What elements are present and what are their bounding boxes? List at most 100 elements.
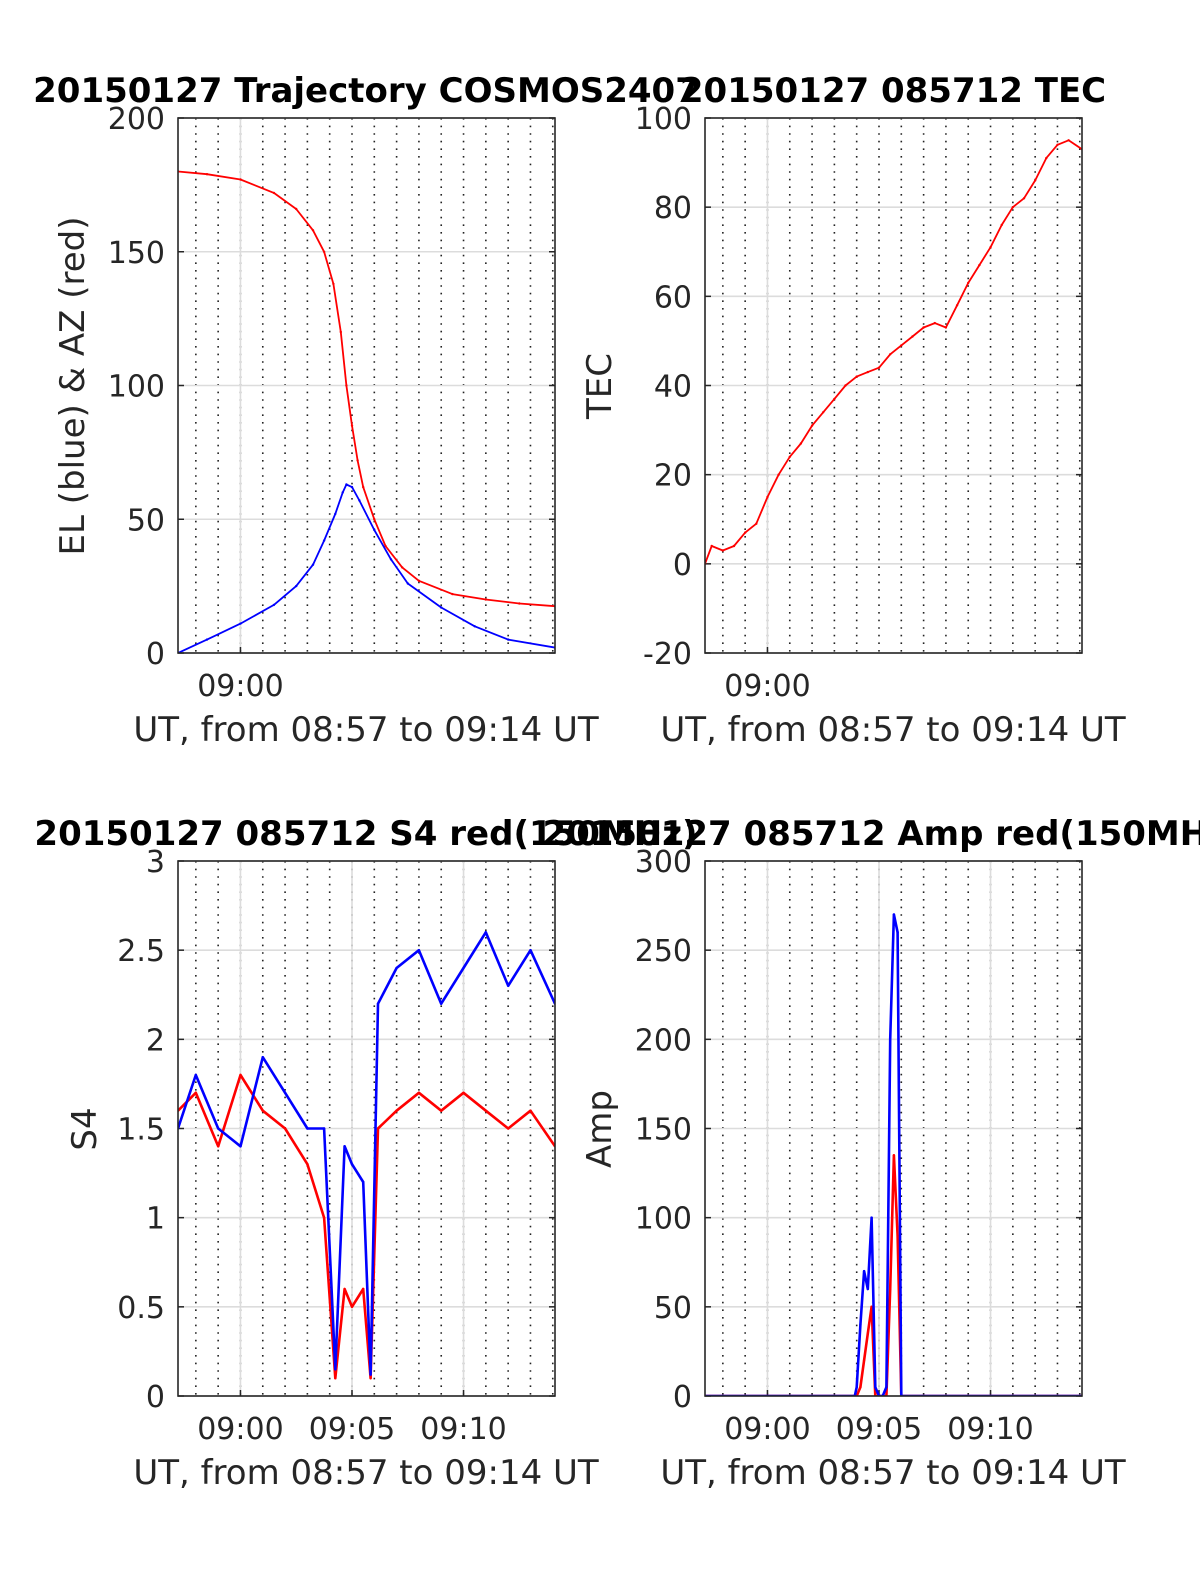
trajectory-series-0-point — [356, 459, 359, 462]
tec-series-0-point — [877, 366, 881, 369]
trajectory-ylabel: EL (blue) & AZ (red) — [53, 216, 93, 555]
amp-series-1-point — [896, 931, 899, 934]
s4-series-1-point — [440, 1002, 443, 1005]
trajectory-series-0-point — [272, 191, 276, 195]
s4-series-1-point — [376, 1002, 380, 1005]
amp-axes-box — [704, 860, 1083, 1397]
amp-title: 20150127 085712 Amp red(150MHz) — [542, 814, 1200, 854]
trajectory-series-0-point — [239, 178, 242, 181]
tec-ytick-label: 80 — [654, 191, 692, 226]
tec-xtick-label: 09:00 — [724, 669, 810, 704]
tec-series-0-point — [844, 384, 847, 387]
s4-series-0-point — [217, 1145, 220, 1148]
tec-series-0-point — [1056, 143, 1059, 146]
s4-series-1-point — [261, 1056, 264, 1059]
tec-series-0-point — [944, 326, 948, 329]
trajectory-series-1-point — [205, 638, 209, 641]
tec-series-0-point — [1045, 156, 1048, 160]
tec-series-0-point — [933, 321, 936, 325]
s4-series-0-point — [261, 1109, 264, 1112]
trajectory-title: 20150127 Trajectory COSMOS2407 — [33, 71, 699, 111]
s4-series-1-point — [395, 966, 398, 970]
s4-series-1-point — [362, 1180, 365, 1184]
trajectory-series-1-point — [322, 539, 326, 542]
s4-xtick-label: 09:00 — [197, 1412, 283, 1447]
tec-series-0-point — [755, 522, 758, 525]
s4-series-0-point — [507, 1127, 510, 1130]
trajectory-series-1-point — [239, 622, 242, 625]
tec-series-0-point — [710, 544, 713, 548]
s4-series-1-point — [462, 966, 465, 970]
trajectory-series-1-point — [507, 638, 510, 641]
s4-series-0-point — [343, 1287, 346, 1291]
s4-panel: 20150127 085712 S4 red(150MHz) UT, from … — [34, 814, 697, 1493]
trajectory-ytick-label: 0 — [146, 637, 165, 672]
tec-series-0-point — [922, 326, 925, 329]
s4-series-0-point — [462, 1091, 465, 1095]
amp-series-0-point — [870, 1305, 873, 1309]
trajectory-series-0-point — [384, 544, 387, 548]
s4-series-0-point — [484, 1109, 487, 1112]
amp-series-0-point — [866, 1332, 869, 1335]
amp-xtick-label: 09:05 — [836, 1412, 922, 1447]
trajectory-series-1 — [178, 483, 555, 653]
trajectory-series-1-point — [406, 582, 409, 585]
amp-series-0 — [705, 1154, 1082, 1396]
trajectory-series-0-point — [451, 592, 454, 596]
s4-title: 20150127 085712 S4 red(150MHz) — [34, 814, 697, 854]
amp-ytick-label: 150 — [635, 1113, 692, 1148]
tec-ytick-label: -20 — [643, 637, 692, 672]
s4-series-1-point — [239, 1145, 242, 1148]
s4-series-1-point — [417, 949, 421, 952]
amp-series-1-point — [889, 1038, 892, 1041]
s4-series-0-point — [369, 1377, 372, 1380]
trajectory-series-0-point — [311, 229, 315, 232]
amp-series-1-point — [859, 1323, 862, 1326]
tec-series-0-point — [744, 531, 747, 534]
tec-series-0-point — [855, 375, 858, 378]
tec-series-0-point — [810, 424, 814, 427]
trajectory-ytick-label: 200 — [108, 102, 165, 137]
s4-series-0-point — [417, 1091, 421, 1095]
amp-ytick-label: 0 — [673, 1380, 692, 1415]
tec-series-0-point — [967, 281, 970, 285]
amp-series-0-point — [889, 1287, 892, 1291]
trajectory-series-0-point — [345, 384, 348, 387]
trajectory-panel: 20150127 Trajectory COSMOS2407 UT, from … — [33, 71, 699, 750]
s4-ylabel: S4 — [65, 1107, 105, 1150]
tec-series-0-point — [721, 549, 724, 552]
s4-xlabel: UT, from 08:57 to 09:14 UT — [133, 1453, 599, 1493]
tec-series-0-point — [1011, 206, 1014, 209]
tec-series-0-point — [799, 442, 803, 445]
s4-series-0-point — [362, 1287, 365, 1291]
s4-series-1-point — [194, 1073, 197, 1077]
tec-series-0-point — [978, 263, 981, 267]
amp-series-1-point — [885, 1385, 888, 1389]
s4-ytick-label: 0.5 — [117, 1291, 165, 1326]
s4-series-0-point — [376, 1127, 380, 1130]
tec-ytick-label: 20 — [654, 459, 692, 494]
amp-ytick-label: 250 — [635, 934, 692, 969]
tec-ytick-label: 100 — [635, 102, 692, 137]
s4-series-0-point — [283, 1127, 287, 1130]
trajectory-series-0-point — [362, 485, 365, 489]
tec-series-0-point — [766, 495, 769, 499]
tec-ytick-label: 40 — [654, 370, 692, 405]
trajectory-series-0 — [178, 170, 555, 608]
tec-series-0-point — [900, 344, 903, 347]
tec-xlabel: UT, from 08:57 to 09:14 UT — [660, 710, 1126, 750]
tec-series-0-point — [822, 411, 825, 414]
trajectory-series-0-point — [401, 566, 404, 569]
s4-ytick-label: 1.5 — [117, 1113, 165, 1148]
s4-series-0 — [178, 1073, 555, 1380]
amp-ylabel: Amp — [580, 1090, 620, 1168]
s4-series-1-point — [283, 1091, 287, 1095]
s4-xtick-label: 09:05 — [309, 1412, 395, 1447]
tec-series-0-point — [777, 473, 780, 476]
tec-series-0 — [705, 139, 1082, 565]
tec-series-0-point — [732, 544, 736, 548]
amp-series-0-point — [896, 1234, 899, 1237]
trajectory-ytick-label: 150 — [108, 236, 165, 271]
trajectory-series-1-point — [389, 558, 393, 561]
